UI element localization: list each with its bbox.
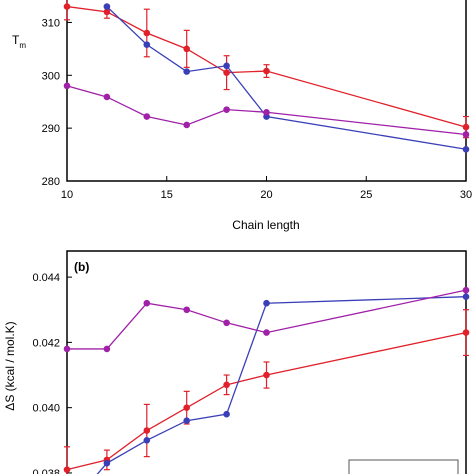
- y-tick-label: 290: [42, 123, 60, 135]
- data-point: [103, 8, 111, 16]
- y-tick-label: 0.038: [32, 468, 60, 474]
- y-axis-label-a-main: T: [12, 33, 20, 47]
- data-point: [263, 67, 270, 75]
- data-point: [462, 145, 470, 153]
- y-tick-label: 310: [42, 17, 60, 29]
- data-point: [223, 69, 230, 76]
- data-point: [223, 106, 230, 113]
- data-point: [183, 417, 190, 425]
- series-line: [106, 6, 467, 150]
- panel-b: (b) 0.038 0.040 0.042 0.044 ΔS (kcal / mol.…: [3, 250, 470, 474]
- data-point: [223, 381, 230, 389]
- data-point: [462, 131, 470, 138]
- data-point: [462, 293, 470, 300]
- data-point: [462, 123, 470, 131]
- data-point: [63, 345, 71, 353]
- series-line: [66, 331, 467, 471]
- y-tick-label: 0.044: [32, 272, 60, 284]
- y-axis-a: 280 290 300 310: [42, 17, 72, 188]
- x-tick-label: 10: [61, 189, 73, 201]
- plot-frame-a: [66, 0, 467, 182]
- x-axis-a: 10 15 20 25 30: [61, 176, 472, 201]
- y-tick-label: 280: [42, 176, 60, 188]
- data-point: [183, 45, 190, 53]
- data-point: [462, 286, 470, 294]
- data-point: [223, 410, 230, 418]
- data-point: [462, 329, 470, 336]
- data-point: [263, 371, 270, 379]
- series-line: [96, 296, 467, 474]
- series-group-a: [63, 0, 470, 153]
- data-point: [143, 113, 151, 120]
- data-point: [183, 121, 190, 129]
- data-point: [103, 3, 111, 10]
- data-point: [183, 68, 190, 75]
- data-point: [223, 62, 230, 70]
- y-axis-label-a-sub: m: [19, 41, 26, 50]
- data-point: [223, 319, 230, 327]
- data-point: [143, 299, 151, 307]
- x-tick-label: 25: [360, 189, 372, 201]
- y-axis-label-a: Tm: [12, 33, 26, 50]
- data-point: [63, 82, 71, 90]
- y-axis-label-b: ΔS (kcal / mol.K): [3, 321, 17, 410]
- y-tick-label: 0.042: [32, 337, 60, 349]
- series-group-b: [63, 286, 470, 474]
- data-point: [263, 299, 270, 307]
- data-point: [63, 3, 71, 10]
- legend-box: [348, 459, 459, 474]
- data-point: [183, 306, 190, 314]
- x-tick-label: 15: [161, 189, 173, 201]
- x-tick-label: 30: [460, 189, 472, 201]
- y-axis-b: 0.038 0.040 0.042 0.044: [32, 272, 72, 474]
- data-point: [263, 108, 270, 116]
- data-point: [103, 345, 111, 353]
- panel-label-b: (b): [74, 260, 89, 274]
- data-point: [143, 437, 151, 444]
- data-point: [103, 93, 111, 101]
- data-point: [63, 466, 71, 473]
- data-point: [263, 329, 270, 336]
- y-tick-label: 0.040: [32, 403, 60, 415]
- data-point: [103, 459, 111, 467]
- data-point: [183, 404, 190, 411]
- panel-a: 280 290 300 310 10 15 20 25 30 Tm Chain length: [12, 0, 472, 232]
- data-point: [143, 29, 151, 37]
- data-point: [143, 41, 151, 48]
- y-tick-label: 300: [42, 70, 60, 82]
- x-axis-label-a: Chain length: [232, 218, 299, 232]
- data-point: [143, 427, 151, 434]
- plot-frame-b: [66, 250, 467, 474]
- x-tick-label: 20: [260, 189, 272, 201]
